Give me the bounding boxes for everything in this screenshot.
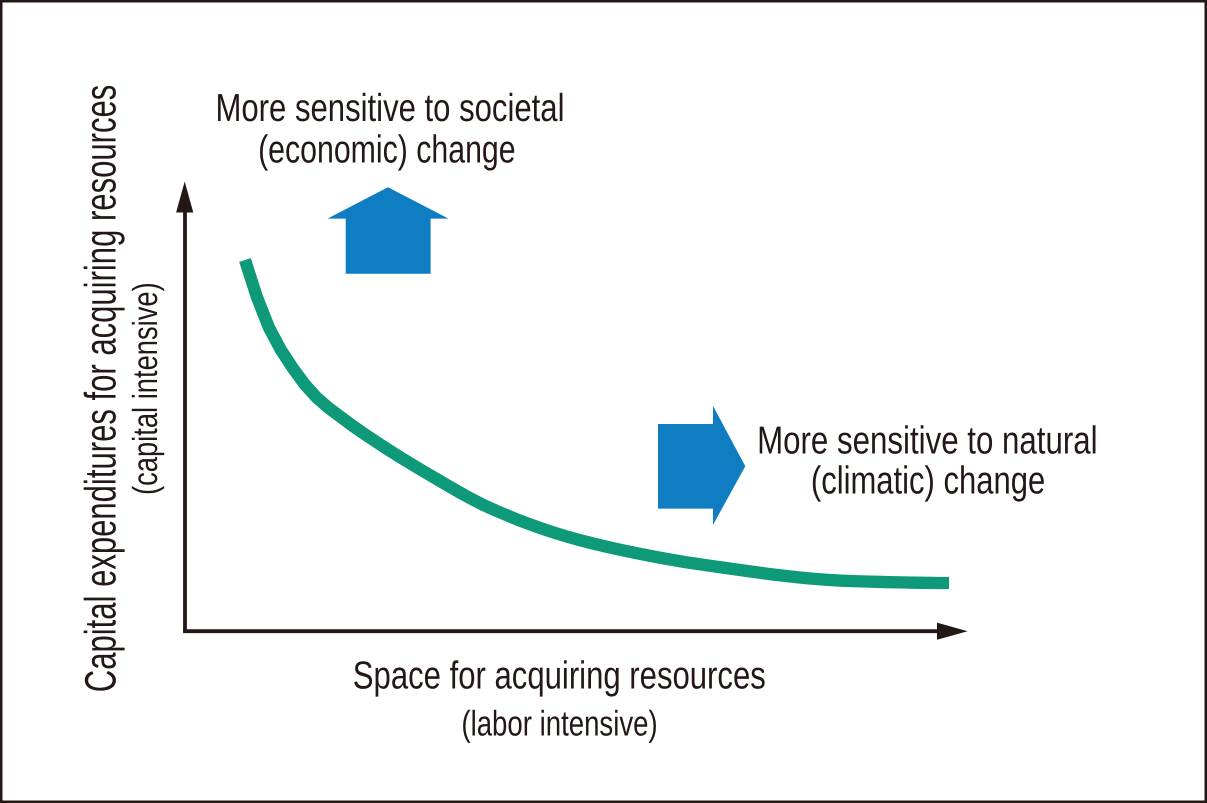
svg-text:More sensitive to societal: More sensitive to societal [216, 87, 565, 130]
svg-text:(labor intensive): (labor intensive) [461, 703, 657, 743]
svg-text:Space for acquiring resources: Space for acquiring resources [353, 654, 766, 697]
svg-text:(capital intensive): (capital intensive) [126, 282, 165, 495]
svg-text:(economic) change: (economic) change [258, 129, 515, 172]
svg-text:(climatic) change: (climatic) change [811, 459, 1045, 502]
svg-text:Capital expenditures for acqui: Capital expenditures for acquiring resou… [76, 85, 125, 693]
svg-text:More sensitive to natural: More sensitive to natural [757, 419, 1098, 462]
